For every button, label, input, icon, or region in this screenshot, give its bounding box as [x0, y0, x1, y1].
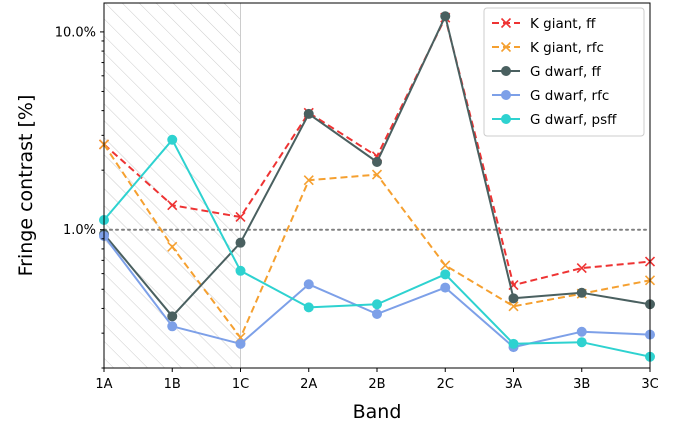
series-0-point-7 [576, 263, 587, 274]
series-4-point-4 [372, 299, 382, 310]
series-1-point-4 [371, 169, 383, 180]
x-tick-label: 1A [95, 377, 112, 392]
series-1-point-5 [440, 260, 451, 271]
x-tick-label: 2C [437, 377, 454, 392]
series-3-point-7 [576, 326, 587, 337]
series-4-point-7 [576, 337, 587, 348]
series-2-point-7 [576, 287, 587, 298]
x-tick-label: 1B [164, 377, 181, 392]
series-1-point-1 [167, 241, 178, 252]
legend-label-0: K giant, ff [530, 16, 596, 32]
series-2-point-1 [167, 311, 178, 322]
y-tick-label: 1.0% [63, 223, 96, 238]
series-3-point-1 [167, 321, 178, 332]
legend-label-2: G dwarf, ff [530, 64, 602, 80]
x-tick-label: 1C [232, 377, 249, 392]
legend-label-1: K giant, rfc [530, 40, 604, 56]
x-axis-label: Band [353, 401, 402, 423]
series-2-point-4 [372, 156, 382, 167]
legend-marker-4 [501, 114, 511, 124]
legend: K giant, ff K giant, rfc G dwarf, ff G dwar… [483, 7, 645, 137]
series-0-point-2 [235, 211, 246, 223]
series-1-point-3 [303, 175, 314, 186]
x-tick-label: 2A [300, 377, 317, 392]
series-3-point-4 [372, 308, 382, 319]
series-2-point-5 [440, 11, 451, 22]
legend-label-3: G dwarf, rfc [530, 88, 609, 104]
series-4-point-2 [235, 265, 246, 276]
series-3-point-2 [235, 338, 246, 349]
series-4-point-1 [167, 134, 178, 145]
x-tick-label: 3B [573, 377, 590, 392]
series-3-point-3 [303, 279, 314, 290]
x-tick-label: 3A [505, 377, 522, 392]
series-2-point-2 [235, 237, 246, 248]
y-axis-label: Fringe contrast [%] [15, 95, 37, 277]
legend-label-4: G dwarf, psff [530, 112, 617, 128]
x-tick-label: 3C [641, 377, 658, 392]
series-3-point-5 [440, 282, 451, 293]
series-2-point-3 [303, 108, 314, 119]
series-0-point-1 [167, 200, 178, 211]
legend-marker-2 [501, 66, 511, 76]
legend-marker-3 [501, 90, 511, 100]
series-2-point-6 [508, 293, 519, 304]
y-tick-label: 10.0% [55, 25, 96, 40]
series-4-point-6 [508, 338, 519, 349]
legend-box [483, 7, 645, 137]
series-4-point-3 [303, 302, 314, 313]
series-1-point-6 [508, 301, 519, 312]
series-4-point-5 [440, 269, 451, 280]
x-tick-label: 2B [368, 377, 385, 392]
